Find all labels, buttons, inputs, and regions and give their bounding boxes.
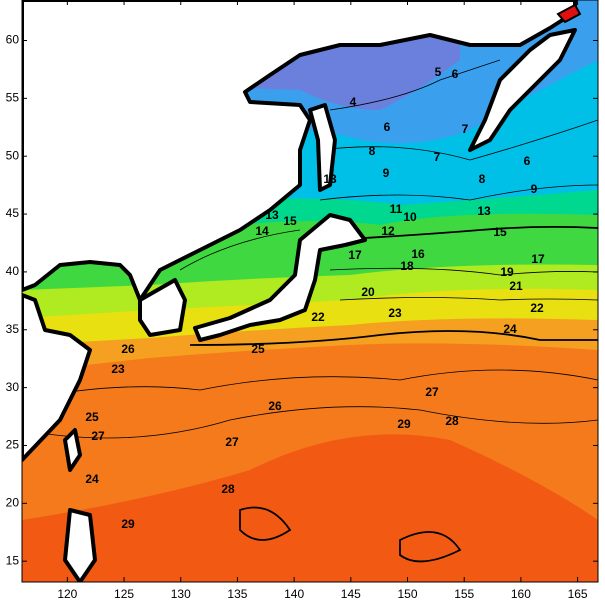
isotherm [179, 229, 301, 271]
isotherm [399, 531, 462, 563]
x-tick-label: 125 [114, 587, 134, 601]
y-tick-label: 45 [6, 206, 20, 220]
contour-label: 28 [221, 482, 235, 496]
isotherm [329, 225, 598, 241]
land [138, 278, 187, 337]
isotherm [189, 330, 598, 346]
land [63, 428, 82, 472]
contour-label: 22 [311, 310, 325, 324]
contour-label: 25 [251, 342, 265, 356]
contour-label: 27 [225, 435, 239, 449]
isotherm [329, 267, 598, 276]
contour-label: 17 [531, 252, 545, 266]
contour-label: 4 [350, 95, 357, 109]
contour-label: 29 [121, 517, 135, 531]
contour-label: 15 [283, 214, 297, 228]
isotherm [329, 59, 501, 111]
x-tick-label: 150 [397, 587, 417, 601]
isotherm [319, 184, 598, 201]
contour-label: 11 [390, 202, 403, 216]
y-tick-label: 30 [6, 380, 20, 394]
y-tick-label: 35 [6, 322, 20, 336]
isotherm [239, 506, 292, 541]
contour-label: 5 [435, 65, 442, 79]
isotherm [22, 406, 598, 439]
x-tick-label: 120 [57, 587, 77, 601]
land [63, 508, 97, 582]
x-tick-label: 160 [511, 587, 531, 601]
isotherm [22, 369, 598, 401]
x-tick-label: 130 [171, 587, 191, 601]
contour-label: 6 [524, 154, 531, 168]
contour-label: 12 [381, 224, 395, 238]
sst-field [22, 0, 598, 582]
contour-label: 22 [530, 301, 544, 315]
contour-label: 13 [323, 172, 337, 186]
contour-label: 15 [493, 225, 507, 239]
contour-label: 19 [500, 265, 514, 279]
x-tick-label: 155 [454, 587, 474, 601]
contour-label: 24 [503, 322, 517, 336]
contour-label: 29 [397, 417, 411, 431]
contour-label: 26 [121, 342, 135, 356]
land-marker [556, 3, 582, 24]
contour-label: 25 [85, 410, 99, 424]
land [22, 0, 577, 302]
contour-label: 18 [400, 259, 414, 273]
contour-label: 27 [425, 385, 439, 399]
x-tick-label: 135 [227, 587, 247, 601]
land [468, 28, 577, 152]
contour-label: 13 [477, 204, 491, 218]
contour-label: 23 [111, 362, 125, 376]
plot-frame [21, 0, 599, 583]
isotherm [339, 297, 598, 301]
y-tick-label: 15 [6, 553, 20, 567]
y-tick-label: 25 [6, 438, 20, 452]
x-tick-label: 145 [341, 587, 361, 601]
contour-label: 28 [445, 414, 459, 428]
contour-label: 17 [348, 248, 362, 262]
contour-label: 9 [383, 166, 390, 180]
contour-label: 27 [91, 429, 105, 443]
y-tick-label: 55 [6, 91, 20, 105]
contour-label: 8 [479, 172, 486, 186]
contour-label: 20 [361, 285, 375, 299]
land [22, 293, 92, 462]
x-tick-label: 140 [284, 587, 304, 601]
land [193, 213, 367, 342]
contour-label: 26 [268, 399, 282, 413]
contour-label: 24 [85, 472, 99, 486]
isotherm [319, 119, 598, 161]
x-tick-label: 165 [568, 587, 588, 601]
land [308, 103, 337, 192]
contour-label: 10 [403, 210, 417, 224]
y-tick-label: 20 [6, 495, 20, 509]
contour-label: 23 [388, 306, 402, 320]
contour-label: 6 [384, 120, 391, 134]
contour-label: 14 [255, 224, 269, 238]
contour-label: 7 [462, 122, 469, 136]
contour-label: 6 [452, 67, 459, 81]
contour-label: 16 [411, 247, 425, 261]
y-tick-label: 40 [6, 264, 20, 278]
band-29 [22, 434, 598, 582]
contour-label: 9 [531, 182, 538, 196]
contour-label: 13 [265, 208, 279, 222]
y-tick-label: 60 [6, 33, 20, 47]
contour-label: 8 [369, 144, 376, 158]
contour-label: 7 [434, 150, 441, 164]
contour-label: 21 [509, 279, 523, 293]
y-tick-label: 50 [6, 148, 20, 162]
